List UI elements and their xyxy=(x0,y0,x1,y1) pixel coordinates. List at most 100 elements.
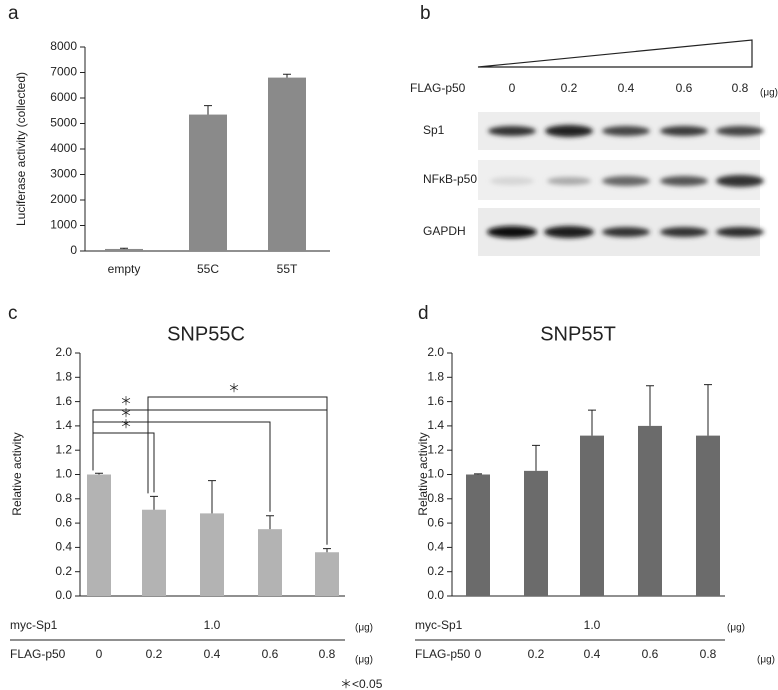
y-tick-label: 1.8 xyxy=(427,369,444,383)
x-tick-label: 55T xyxy=(277,262,298,276)
bar xyxy=(580,435,604,596)
y-tick-label: 1.6 xyxy=(55,394,72,408)
row-label: FLAG-p50 xyxy=(415,647,471,661)
bar xyxy=(142,509,166,596)
bar xyxy=(466,474,490,596)
bar xyxy=(315,552,339,596)
y-axis-label: Luciferase activity (collected) xyxy=(14,72,28,226)
x-tick-label: 0.2 xyxy=(528,647,545,661)
bar xyxy=(189,114,227,251)
significance-star: ＊ xyxy=(120,417,132,431)
x-tick-label: 0.8 xyxy=(700,647,717,661)
row-label: myc-Sp1 xyxy=(415,618,463,632)
x-tick-label: 0.2 xyxy=(146,647,163,661)
row-label: Sp1 xyxy=(423,123,445,137)
y-tick-label: 0.2 xyxy=(55,564,72,578)
y-tick-label: 0 xyxy=(70,243,77,257)
x-tick-label: 0.8 xyxy=(319,647,336,661)
blot-image xyxy=(478,112,764,256)
row-value: 1.0 xyxy=(584,618,601,632)
y-tick-label: 2.0 xyxy=(55,345,72,359)
error-bar xyxy=(283,73,291,78)
panel-letter: b xyxy=(420,3,431,24)
significance-bracket xyxy=(147,396,328,545)
error-bar xyxy=(95,472,103,475)
error-bar xyxy=(150,495,158,510)
bar xyxy=(524,470,548,596)
bar xyxy=(200,513,224,596)
bar xyxy=(696,435,720,596)
y-tick-label: 0.8 xyxy=(55,491,72,505)
unit: (μg) xyxy=(355,623,373,634)
bar xyxy=(87,474,111,596)
row-label: FLAG-p50 xyxy=(10,647,66,661)
x-tick-label: 0 xyxy=(96,647,103,661)
bar xyxy=(638,425,662,596)
amount: 0 xyxy=(509,81,516,95)
y-tick-label: 0.0 xyxy=(55,588,72,602)
error-bar xyxy=(208,480,216,514)
error-bar xyxy=(204,105,212,115)
y-tick-label: 4000 xyxy=(50,141,77,155)
row-label: NFκB-p50 xyxy=(423,172,477,186)
panel-letter: d xyxy=(418,303,429,324)
y-tick-label: 1000 xyxy=(50,218,77,232)
y-tick-label: 0.6 xyxy=(427,515,444,529)
y-tick-label: 6000 xyxy=(50,90,77,104)
error-bar xyxy=(266,515,274,530)
row-label: GAPDH xyxy=(423,224,466,238)
y-tick-label: 1.4 xyxy=(427,418,444,432)
bar xyxy=(258,529,282,596)
chart-title: SNP55T xyxy=(540,323,616,345)
error-bar xyxy=(588,409,596,436)
y-tick-label: 2.0 xyxy=(427,345,444,359)
y-axis-label: Relative activity xyxy=(416,432,430,515)
y-tick-label: 1.8 xyxy=(55,369,72,383)
y-tick-label: 3000 xyxy=(50,167,77,181)
y-tick-label: 8000 xyxy=(50,39,77,53)
y-tick-label: 1.0 xyxy=(427,467,444,481)
error-bar xyxy=(323,548,331,553)
y-tick-label: 1.4 xyxy=(55,418,72,432)
x-tick-label: 0 xyxy=(475,647,482,661)
y-tick-label: 1.0 xyxy=(55,467,72,481)
y-tick-label: 0.2 xyxy=(427,564,444,578)
amount: 0.8 xyxy=(732,81,749,95)
y-tick-label: 1.2 xyxy=(55,442,72,456)
error-bar xyxy=(646,385,654,426)
bar xyxy=(105,248,143,251)
x-tick-label: 0.6 xyxy=(642,647,659,661)
y-tick-label: 1.6 xyxy=(427,394,444,408)
unit: (μg) xyxy=(760,88,778,99)
panel-letter: c xyxy=(8,303,18,324)
y-tick-label: 2000 xyxy=(50,192,77,206)
footnote: ＊<0.05 xyxy=(340,677,383,690)
error-bar xyxy=(474,473,482,475)
row-label: myc-Sp1 xyxy=(10,618,58,632)
unit: (μg) xyxy=(727,623,745,634)
significance-bracket xyxy=(92,421,271,512)
amount: 0.6 xyxy=(676,81,693,95)
error-bar xyxy=(120,247,128,249)
x-tick-label: 0.6 xyxy=(262,647,279,661)
blot-label: FLAG-p50 xyxy=(410,81,466,95)
y-tick-label: 0.6 xyxy=(55,515,72,529)
y-axis-label: Relative activity xyxy=(10,432,24,515)
significance-star: ＊ xyxy=(228,381,240,395)
y-tick-label: 7000 xyxy=(50,65,77,79)
y-tick-label: 5000 xyxy=(50,116,77,130)
significance-star: ＊ xyxy=(120,394,132,408)
error-bar xyxy=(704,384,712,436)
y-tick-label: 0.8 xyxy=(427,491,444,505)
y-tick-label: 0.0 xyxy=(427,588,444,602)
x-tick-label: 0.4 xyxy=(584,647,601,661)
chart-title: SNP55C xyxy=(167,323,245,345)
unit: (μg) xyxy=(355,655,373,666)
gradient-triangle xyxy=(477,39,753,68)
row-value: 1.0 xyxy=(204,618,221,632)
significance-star: ＊ xyxy=(120,406,132,420)
panel-letter: a xyxy=(8,3,19,24)
unit: (μg) xyxy=(757,655,775,666)
x-tick-label: 55C xyxy=(197,262,219,276)
